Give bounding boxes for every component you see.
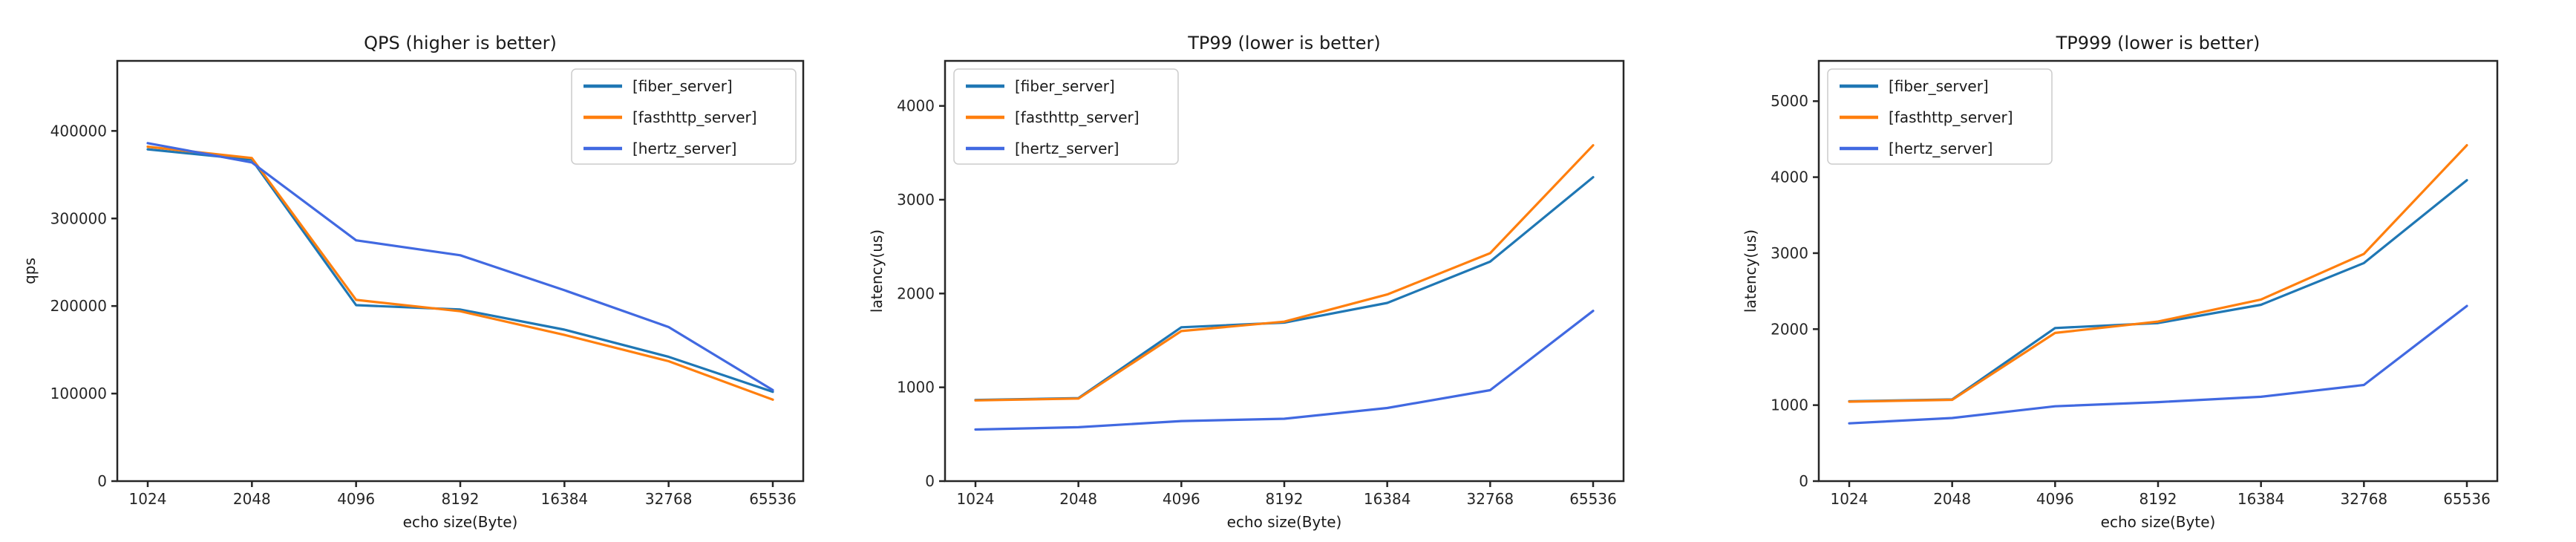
chart-tp99: TP99 (lower is better) 0 1000 2000 3000 4000 1… [868,33,1625,531]
y-tick-label: 400000 [50,122,107,140]
x-tick-label: 2048 [233,490,271,508]
series-line-fiber-server [1848,179,2468,403]
y-tick-label: 4000 [1771,169,1808,186]
plot-frame [1817,59,2499,483]
legend-box [571,68,797,165]
chart-title: TP999 (lower is better) [2056,33,2260,53]
chart-title: QPS (higher is better) [364,33,557,53]
x-tick-label: 8192 [2139,490,2177,508]
x-axis-label: echo size(Byte) [403,513,518,531]
chart-tp999: TP999 (lower is better) 0 1000 2000 3000 4000… [1742,33,2499,531]
x-tick-label: 1024 [957,490,995,508]
series-line-hertz-server [1848,304,2468,425]
x-tick-label: 65536 [2443,490,2491,508]
x-tick-label: 4096 [2036,490,2074,508]
legend-label-fasthttp-server: [fasthttp_server] [1889,108,2013,126]
y-tick-label: 4000 [897,97,935,115]
chart-qps: QPS (higher is better) 0 100000 200000 30000… [21,33,805,531]
series-line-fasthttp-server [1848,144,2468,403]
y-tick-label: 0 [97,472,107,490]
x-tick-label: 2048 [1059,490,1097,508]
x-tick-label: 65536 [1569,490,1617,508]
legend-box [953,68,1179,165]
series-line-fiber-server [146,148,774,394]
series-line-fiber-server [974,176,1595,402]
legend-box [1827,68,2053,165]
y-tick-label: 3000 [1771,244,1808,262]
x-tick-label: 32768 [1467,490,1514,508]
y-tick-label: 2000 [1771,320,1808,338]
legend-label-hertz-server: [hertz_server] [632,140,736,157]
legend-label-fasthttp-server: [fasthttp_server] [632,108,757,126]
legend: [fiber_server] [fasthttp_server] [hertz_se… [1827,68,2053,165]
x-tick-label: 16384 [541,490,589,508]
x-tick-label: 8192 [1266,490,1304,508]
y-tick-label: 3000 [897,191,935,209]
x-tick-label: 16384 [2237,490,2285,508]
series-line-fasthttp-server [146,146,774,401]
x-tick-label: 32768 [2341,490,2388,508]
x-tick-label: 65536 [749,490,797,508]
legend-label-hertz-server: [hertz_server] [1889,140,1993,157]
legend: [fiber_server] [fasthttp_server] [hertz_se… [571,68,797,165]
x-tick-label: 4096 [1163,490,1200,508]
y-tick-label: 5000 [1771,92,1808,110]
x-tick-label: 2048 [1933,490,1971,508]
x-tick-label: 4096 [337,490,375,508]
x-tick-label: 8192 [442,490,480,508]
legend-label-fiber-server: [fiber_server] [632,77,733,95]
series-line-hertz-server [974,310,1595,431]
legend: [fiber_server] [fasthttp_server] [hertz_se… [953,68,1179,165]
legend-label-hertz-server: [hertz_server] [1015,140,1119,157]
y-tick-label: 300000 [50,209,107,227]
x-tick-label: 16384 [1364,490,1411,508]
y-tick-label: 1000 [897,379,935,396]
y-axis-label: latency(us) [1742,229,1759,313]
series-line-hertz-server [146,142,774,392]
series-line-fasthttp-server [974,144,1595,402]
x-axis-label: echo size(Byte) [2101,513,2216,531]
y-tick-label: 2000 [897,284,935,302]
legend-label-fiber-server: [fiber_server] [1889,77,1989,95]
plot-frame [944,59,1625,483]
y-tick-label: 100000 [50,385,107,402]
y-tick-label: 200000 [50,297,107,315]
y-tick-label: 0 [925,472,935,490]
y-axis-label: qps [21,258,39,284]
chart-title: TP99 (lower is better) [1187,33,1381,53]
y-tick-label: 0 [1799,472,1808,490]
x-tick-label: 1024 [1831,490,1869,508]
x-tick-label: 1024 [129,490,167,508]
plot-frame [116,59,805,483]
y-tick-label: 1000 [1771,396,1808,414]
legend-label-fiber-server: [fiber_server] [1015,77,1115,95]
y-axis-label: latency(us) [868,229,886,313]
legend-label-fasthttp-server: [fasthttp_server] [1015,108,1140,126]
x-tick-label: 32768 [645,490,693,508]
x-axis-label: echo size(Byte) [1227,513,1342,531]
